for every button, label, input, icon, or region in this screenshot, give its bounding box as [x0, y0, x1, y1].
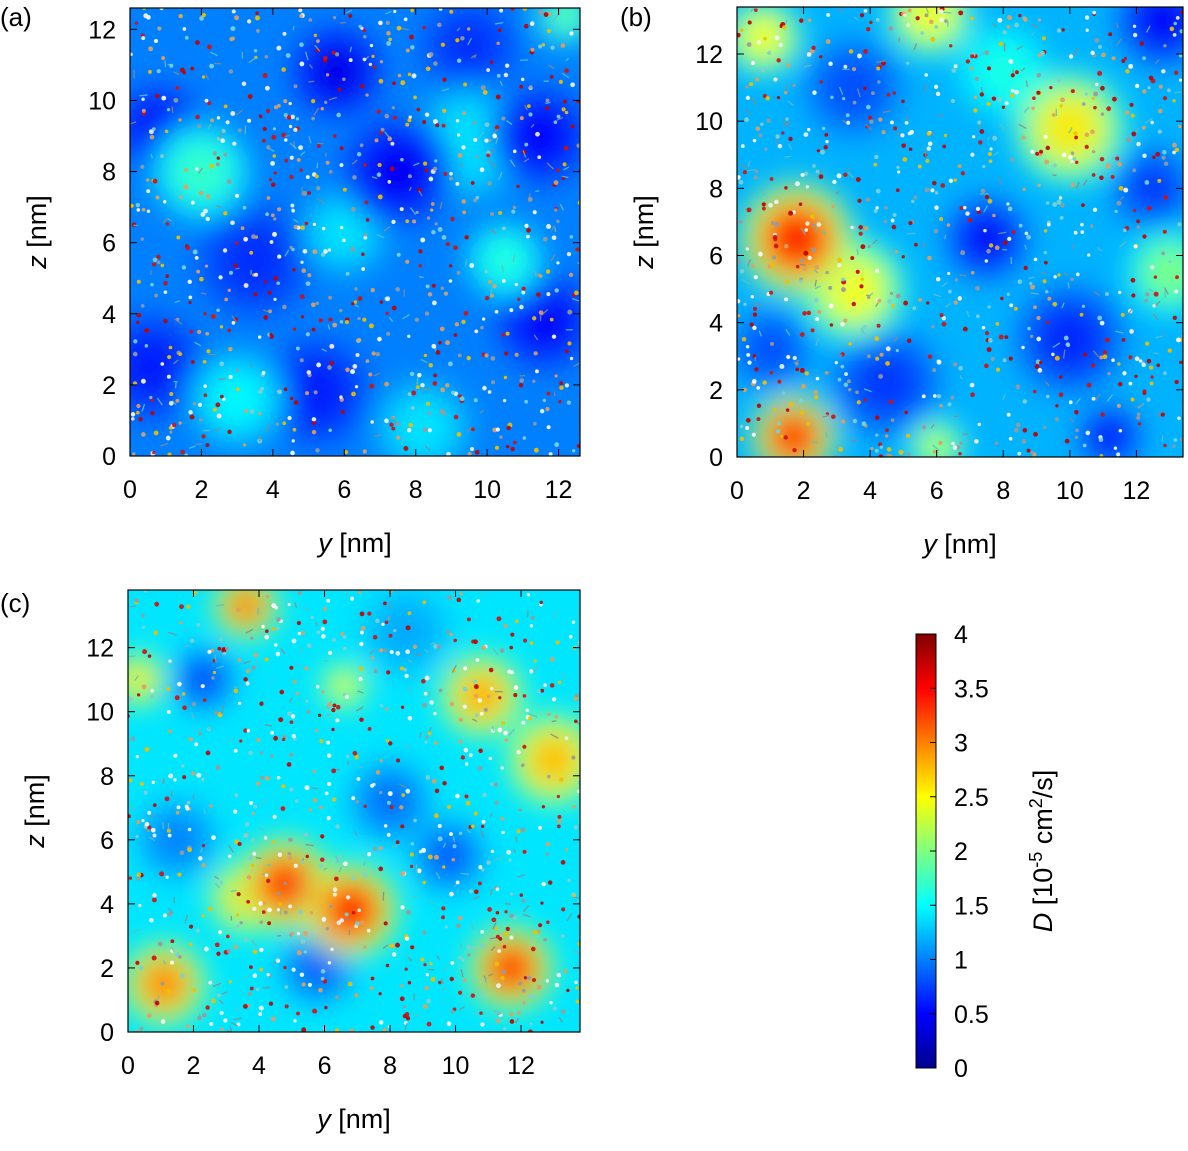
x-tick-label: 4 [863, 477, 877, 505]
x-tick-label: 10 [1056, 477, 1084, 505]
diffusion-blob [921, 431, 952, 462]
y-tick-label: 0 [709, 444, 723, 472]
diffusion-blob [1039, 309, 1101, 371]
panel-b: 0 2 4 6 8 10 12 0 2 4 6 8 10 12 y [nm] z [nm] (b) [620, 0, 1188, 559]
panel-a: 0 2 4 6 8 10 12 0 2 4 6 8 10 12 y [nm] z [nm] (a) [0, 0, 597, 558]
diffusion-blob [770, 414, 816, 460]
diffusion-blob [1092, 419, 1128, 455]
y-tick-label: 4 [102, 301, 116, 329]
diffusion-blob [1130, 165, 1176, 211]
x-axis-label: y [nm] [316, 528, 392, 558]
y-axis-label: z [nm] [20, 774, 50, 849]
colorbar-tick-label: 3 [954, 730, 968, 758]
diffusion-blob [228, 588, 264, 624]
y-axis-label: z [nm] [22, 195, 52, 270]
panel-label: (c) [0, 588, 30, 618]
x-tick-label: 4 [252, 1052, 266, 1080]
x-tick-label: 0 [730, 477, 744, 505]
y-tick-label: 6 [100, 827, 114, 855]
panel-label: (b) [620, 2, 652, 32]
x-tick-label: 8 [996, 477, 1010, 505]
y-tick-label: 2 [709, 377, 723, 405]
x-tick-label: 0 [123, 476, 137, 504]
y-tick-label: 2 [102, 372, 116, 400]
y-tick-label: 8 [100, 763, 114, 791]
diffusion-blob [209, 371, 264, 426]
y-tick-label: 0 [100, 1019, 114, 1047]
x-tick-label: 8 [383, 1052, 397, 1080]
x-tick-label: 2 [187, 1052, 201, 1080]
diffusion-blob [459, 673, 505, 719]
diffusion-blob [367, 141, 428, 202]
colorbar-label: D [10-5 cm2/s] [1026, 770, 1058, 933]
heatmap-field [109, 573, 601, 1032]
y-tick-label: 0 [102, 443, 116, 471]
diffusion-blob [154, 817, 200, 863]
colorbar-tick-label: 0 [954, 1055, 968, 1083]
panel-label: (a) [0, 2, 32, 32]
x-tick-label: 10 [442, 1052, 470, 1080]
diffusion-blob [549, 0, 582, 32]
y-tick-label: 8 [709, 175, 723, 203]
y-tick-label: 2 [100, 955, 114, 983]
y-tick-label: 8 [102, 159, 116, 187]
colorbar: 0 0.5 1 1.5 2 2.5 3 3.5 4 D [10-5 cm2/s] [916, 621, 1058, 1083]
y-tick-label: 10 [88, 87, 116, 115]
y-tick-label: 12 [86, 635, 114, 663]
x-tick-label: 4 [266, 476, 280, 504]
colorbar-tick-label: 2 [954, 838, 968, 866]
y-tick-label: 10 [695, 108, 723, 136]
x-tick-label: 2 [194, 476, 208, 504]
y-tick-label: 6 [709, 243, 723, 271]
diffusion-blob [325, 885, 376, 936]
y-tick-label: 12 [88, 16, 116, 44]
panel-c: 0 2 4 6 8 10 12 0 2 4 6 8 10 12 y [nm] z [nm] (c) [0, 573, 601, 1134]
y-tick-label: 4 [100, 891, 114, 919]
diffusion-blob [483, 238, 527, 282]
colorbar-tick-label: 3.5 [954, 675, 989, 703]
diffusion-blob [747, 326, 793, 372]
y-tick-label: 4 [709, 310, 723, 338]
y-axis-label: z [nm] [629, 195, 659, 270]
diffusion-blob [517, 293, 572, 348]
diffusion-blob [395, 400, 450, 455]
x-axis-label: y [nm] [315, 1104, 391, 1134]
diffusion-blob [528, 734, 579, 785]
colorbar-tick-label: 2.5 [954, 784, 989, 812]
colorbar-tick-label: 1 [954, 947, 968, 975]
x-tick-label: 8 [409, 476, 423, 504]
heatmap-field [725, 0, 1188, 480]
x-tick-label: 6 [337, 476, 351, 504]
x-tick-label: 6 [930, 477, 944, 505]
x-tick-label: 6 [318, 1052, 332, 1080]
diffusion-blob [123, 664, 153, 694]
y-tick-label: 6 [102, 230, 116, 258]
colorbar-tick-label: 0.5 [954, 1001, 989, 1029]
x-tick-label: 12 [1122, 477, 1150, 505]
x-tick-label: 10 [473, 476, 501, 504]
colorbar-tick-label: 4 [954, 621, 968, 649]
y-tick-label: 12 [695, 41, 723, 69]
diffusion-blob [186, 662, 222, 698]
diffusion-blob [381, 606, 432, 657]
x-tick-label: 2 [797, 477, 811, 505]
colorbar-tick-label: 1.5 [954, 892, 989, 920]
diffusion-blob [488, 945, 534, 991]
y-tick-label: 10 [86, 699, 114, 727]
x-tick-label: 12 [545, 476, 573, 504]
x-tick-label: 12 [507, 1052, 535, 1080]
x-axis-label: y [nm] [921, 529, 997, 559]
x-tick-label: 0 [121, 1052, 135, 1080]
